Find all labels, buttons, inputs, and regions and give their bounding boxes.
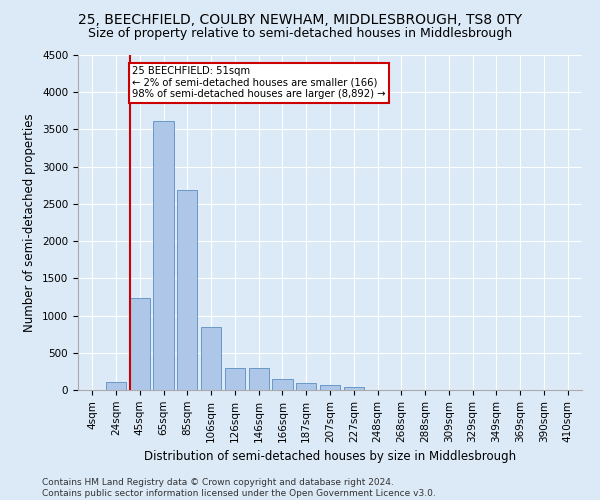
Bar [225, 368, 245, 390]
Text: 25, BEECHFIELD, COULBY NEWHAM, MIDDLESBROUGH, TS8 0TY: 25, BEECHFIELD, COULBY NEWHAM, MIDDLESBR… [78, 12, 522, 26]
Bar [320, 385, 340, 390]
Text: Size of property relative to semi-detached houses in Middlesbrough: Size of property relative to semi-detach… [88, 28, 512, 40]
Bar [248, 368, 269, 390]
Bar [201, 326, 221, 390]
Bar [344, 386, 364, 390]
Bar [130, 298, 150, 390]
X-axis label: Distribution of semi-detached houses by size in Middlesbrough: Distribution of semi-detached houses by … [144, 450, 516, 463]
Bar [272, 379, 293, 390]
Y-axis label: Number of semi-detached properties: Number of semi-detached properties [23, 113, 37, 332]
Text: 25 BEECHFIELD: 51sqm
← 2% of semi-detached houses are smaller (166)
98% of semi-: 25 BEECHFIELD: 51sqm ← 2% of semi-detach… [132, 66, 386, 100]
Bar [296, 384, 316, 390]
Bar [154, 120, 173, 390]
Text: Contains HM Land Registry data © Crown copyright and database right 2024.
Contai: Contains HM Land Registry data © Crown c… [42, 478, 436, 498]
Bar [177, 190, 197, 390]
Bar [106, 382, 126, 390]
